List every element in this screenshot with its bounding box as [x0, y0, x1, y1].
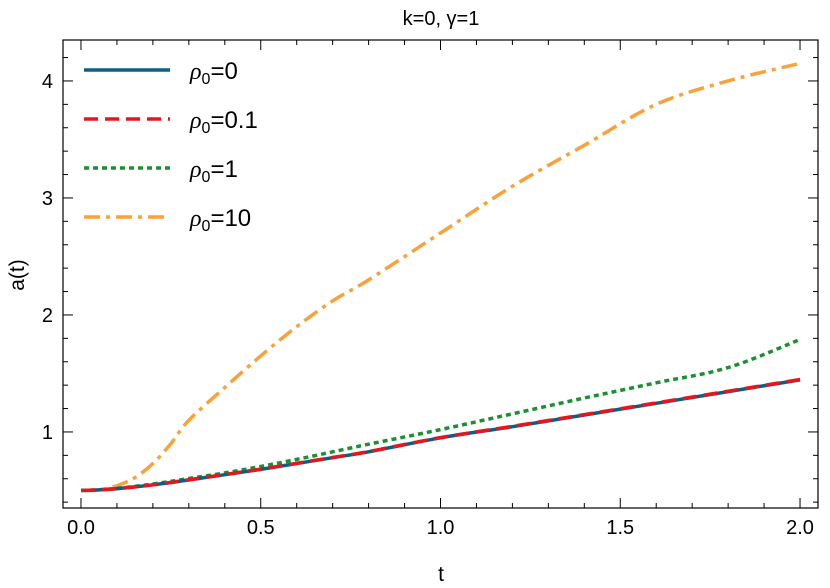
series-lines — [80, 61, 801, 493]
legend-label-1: ρ0=0.1 — [189, 107, 258, 137]
x-tick-label: 0.5 — [247, 517, 275, 539]
y-tick-label: 4 — [42, 71, 53, 93]
x-axis-title: t — [438, 563, 444, 586]
legend-label-3: ρ0=10 — [189, 205, 251, 235]
series-line-1 — [80, 377, 801, 493]
series-line-2 — [80, 337, 801, 493]
chart-title: k=0, γ=1 — [403, 8, 480, 30]
y-tick-label: 3 — [42, 188, 53, 210]
legend: ρ0=0 ρ0=0.1 ρ0=1 ρ0=10 — [84, 58, 258, 235]
legend-label-2: ρ0=1 — [189, 156, 238, 186]
y-axis-title: a(t) — [6, 259, 29, 291]
axes: 0.0 0.5 1.0 1.5 2.0 1 2 3 4 — [42, 39, 819, 539]
x-tick-label: 1.0 — [427, 517, 455, 539]
x-tick-label: 2.0 — [786, 517, 814, 539]
x-tick-label: 1.5 — [606, 517, 634, 539]
y-tick-label: 1 — [42, 422, 53, 444]
legend-label-0: ρ0=0 — [189, 58, 238, 88]
series-line-3 — [80, 61, 801, 493]
x-tick-label: 0.0 — [67, 517, 95, 539]
y-tick-label: 2 — [42, 305, 53, 327]
